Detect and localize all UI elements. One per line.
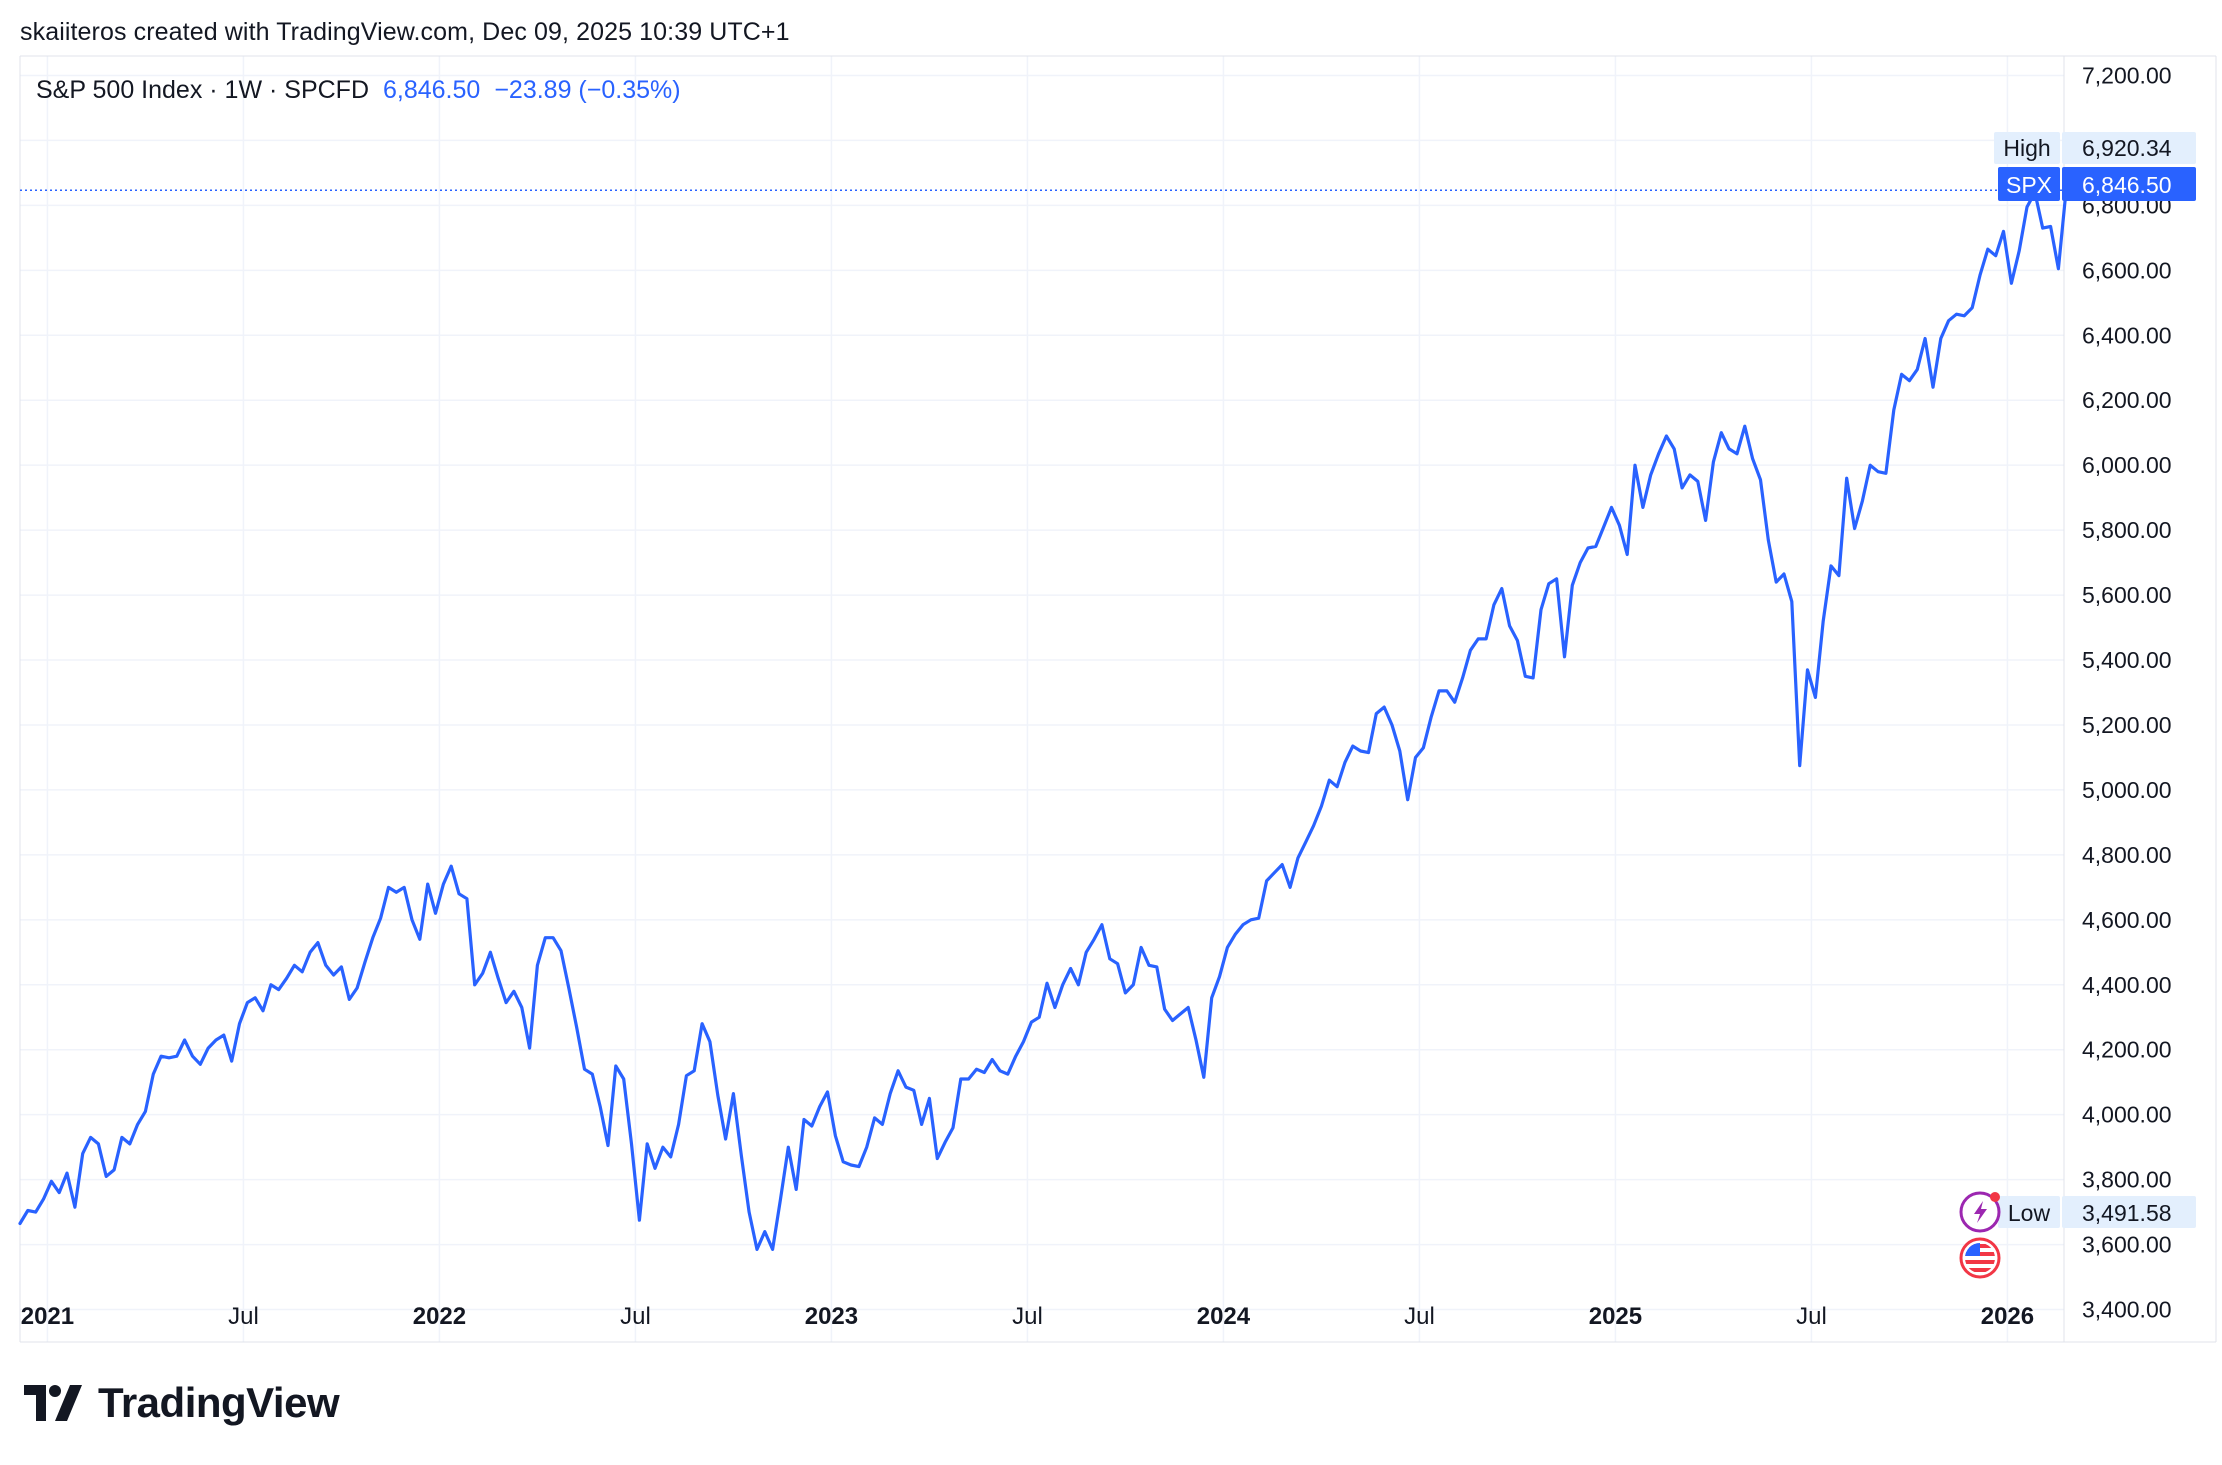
x-tick-label: 2026 bbox=[1981, 1303, 2034, 1330]
y-tick-label: 4,200.00 bbox=[2082, 1037, 2172, 1063]
price-axis[interactable]: 3,400.00 3,600.00 3,800.00 4,000.00 4,200.00… bbox=[2082, 62, 2172, 1322]
y-tick-label: 6,200.00 bbox=[2082, 387, 2172, 413]
symbol-value-text: 6,846.50 bbox=[2082, 172, 2172, 198]
time-axis[interactable]: 2021 Jul 2022 Jul 2023 Jul 2024 Jul 2025 Jul 2026 bbox=[21, 1303, 2034, 1330]
high-value-text: 6,920.34 bbox=[2082, 135, 2172, 161]
x-tick-label: 2024 bbox=[1197, 1303, 1251, 1330]
y-tick-label: 3,800.00 bbox=[2082, 1167, 2172, 1193]
tv-logo-icon bbox=[24, 1385, 88, 1421]
legend-symbol[interactable]: S&P 500 Index · 1W · SPCFD bbox=[36, 76, 369, 104]
low-price-label: Low 3,491.58 bbox=[1998, 1196, 2196, 1228]
y-tick-label: 5,200.00 bbox=[2082, 712, 2172, 738]
y-tick-label: 3,400.00 bbox=[2082, 1297, 2172, 1323]
y-tick-label: 6,400.00 bbox=[2082, 322, 2172, 348]
lightning-icon[interactable] bbox=[1961, 1192, 2000, 1231]
y-tick-label: 6,000.00 bbox=[2082, 452, 2172, 478]
high-label-text: High bbox=[2003, 135, 2050, 161]
x-tick-label: Jul bbox=[228, 1303, 259, 1330]
y-tick-label: 7,200.00 bbox=[2082, 62, 2172, 88]
brand-logo[interactable]: TradingView bbox=[24, 1378, 339, 1428]
brand-name: TradingView bbox=[98, 1379, 339, 1427]
y-tick-label: 5,000.00 bbox=[2082, 777, 2172, 803]
y-tick-label: 4,000.00 bbox=[2082, 1102, 2172, 1128]
x-tick-label: Jul bbox=[620, 1303, 651, 1330]
series-points bbox=[20, 183, 2082, 1250]
x-tick-label: 2022 bbox=[413, 1303, 466, 1330]
symbol-label-text: SPX bbox=[2006, 172, 2052, 198]
y-tick-label: 4,600.00 bbox=[2082, 907, 2172, 933]
x-tick-label: Jul bbox=[1796, 1303, 1827, 1330]
y-tick-label: 5,800.00 bbox=[2082, 517, 2172, 543]
y-tick-label: 5,400.00 bbox=[2082, 647, 2172, 673]
x-tick-label: Jul bbox=[1404, 1303, 1435, 1330]
low-label-text: Low bbox=[2008, 1200, 2051, 1226]
x-tick-label: Jul bbox=[1012, 1303, 1043, 1330]
y-tick-label: 4,400.00 bbox=[2082, 972, 2172, 998]
symbol-legend[interactable]: S&P 500 Index · 1W · SPCFD 6,846.50 −23.89… bbox=[36, 76, 681, 105]
series-line-spx[interactable] bbox=[20, 183, 2082, 1250]
legend-change: −23.89 (−0.35%) bbox=[494, 76, 680, 104]
high-price-label: High 6,920.34 bbox=[1994, 132, 2196, 164]
x-tick-label: 2023 bbox=[805, 1303, 858, 1330]
low-value-text: 3,491.58 bbox=[2082, 1200, 2172, 1226]
x-tick-label: 2021 bbox=[21, 1303, 74, 1330]
attribution-text: skaiiteros created with TradingView.com,… bbox=[20, 18, 790, 47]
y-tick-label: 5,600.00 bbox=[2082, 582, 2172, 608]
legend-last-value: 6,846.50 bbox=[383, 76, 480, 104]
us-flag-icon[interactable] bbox=[1961, 1239, 1999, 1277]
grid-layer bbox=[20, 56, 2064, 1342]
last-price-label: SPX 6,846.50 bbox=[1998, 167, 2196, 201]
y-tick-label: 6,600.00 bbox=[2082, 257, 2172, 283]
x-tick-label: 2025 bbox=[1589, 1303, 1642, 1330]
y-tick-label: 3,600.00 bbox=[2082, 1232, 2172, 1258]
y-tick-label: 4,800.00 bbox=[2082, 842, 2172, 868]
